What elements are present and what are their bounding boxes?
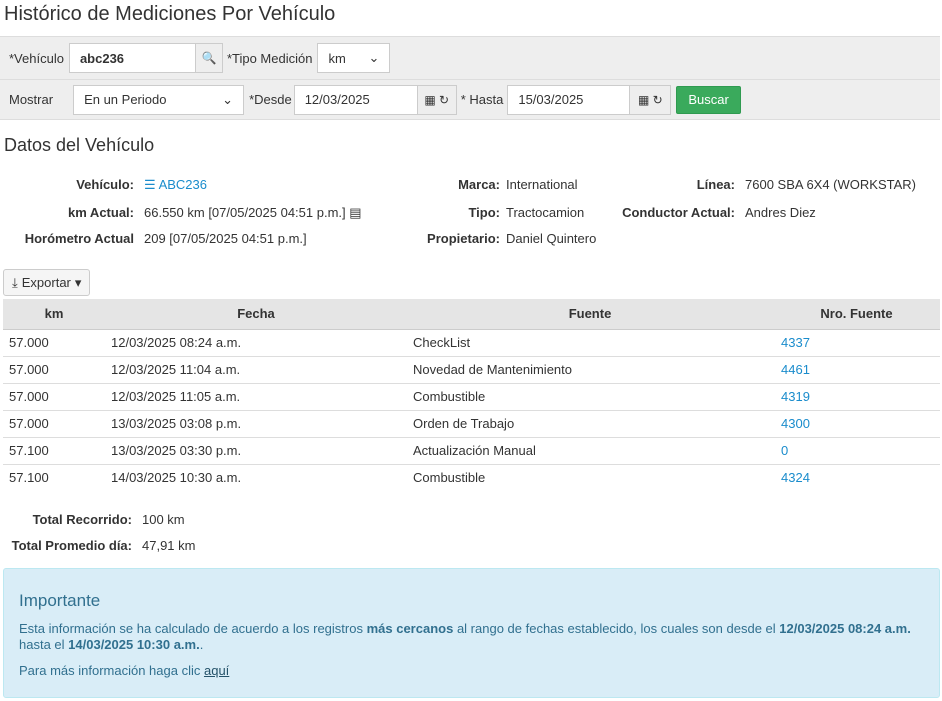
km-cell: 57.100 <box>3 437 105 465</box>
fecha-cell: 13/03/2025 03:08 p.m. <box>105 410 407 438</box>
tipo-medicion-select[interactable]: km ⌄ <box>317 43 391 73</box>
alert-title: Importante <box>19 591 101 610</box>
nro-fuente-link[interactable]: 4324 <box>781 470 810 486</box>
fecha-cell: 13/03/2025 03:30 p.m. <box>105 437 407 465</box>
desde-calendar-refresh[interactable]: ▦ ↻ <box>417 84 457 115</box>
km-cell: 57.100 <box>9 470 49 486</box>
nro-fuente-link[interactable]: 4300 <box>773 410 940 438</box>
horometro-key: Horómetro Actual <box>24 231 134 246</box>
vehiculo-key: Vehículo: <box>76 177 134 192</box>
km-cell: 57.000 <box>3 329 105 357</box>
header-nro-fuente[interactable]: Nro. Fuente <box>773 299 940 330</box>
hasta-label: * Hasta <box>460 92 504 107</box>
buscar-button[interactable]: Buscar <box>676 85 741 114</box>
filter-bar-2: Mostrar En un Periodo ⌄ *Desde 12/03/2025… <box>0 80 940 120</box>
header-km[interactable]: km <box>3 299 105 330</box>
mostrar-label: Mostrar <box>9 92 54 107</box>
fecha-cell: 12/03/2025 11:04 a.m. <box>105 356 407 384</box>
km-value: 66.550 km [07/05/2025 04:51 p.m.] <box>144 205 346 220</box>
vehiculo-link[interactable]: ☰ ABC236 <box>144 177 207 193</box>
desde-label: *Desde <box>249 92 292 107</box>
linea-key: Línea: <box>696 177 735 192</box>
vehiculo-value: ABC236 <box>158 177 207 192</box>
total-promedio-value: 47,91 km <box>142 538 196 553</box>
table-row: 57.000 12/03/2025 11:05 a.m. Combustible 43… <box>3 383 940 411</box>
measurements-table: km Fecha Fuente Nro. Fuente 57.000 12/03/… <box>3 299 940 491</box>
nro-fuente-link[interactable]: 0 <box>773 437 940 465</box>
fecha-cell: 12/03/2025 11:05 a.m. <box>105 383 407 411</box>
search-icon[interactable]: 🔍 <box>195 43 223 73</box>
table-row: 57.000 13/03/2025 03:08 p.m. Orden de Trab… <box>3 410 940 438</box>
more-info-link[interactable]: aquí <box>203 663 230 678</box>
horometro-value: 209 [07/05/2025 04:51 p.m.] <box>144 231 307 246</box>
exportar-button[interactable]: ⤓ Exportar ▾ <box>3 269 91 296</box>
total-promedio-key: Total Promedio día: <box>11 538 132 553</box>
linea-value: 7600 SBA 6X4 (WORKSTAR) <box>745 177 916 192</box>
propietario-key: Propietario: <box>427 231 500 246</box>
vehiculo-label: *Vehículo <box>9 50 64 66</box>
header-fuente[interactable]: Fuente <box>407 299 773 330</box>
fuente-cell: Actualización Manual <box>407 437 773 465</box>
tipo-medicion-value: km <box>328 50 346 66</box>
alert-more: Para más información haga clic aquí <box>19 663 230 678</box>
list-icon: ☰ <box>144 177 156 192</box>
mostrar-value: En un Periodo <box>84 92 167 107</box>
km-cell: 57.000 <box>3 410 105 438</box>
tipo-key: Tipo: <box>468 205 500 220</box>
table-icon[interactable]: ▤ <box>349 205 362 220</box>
alert-text: Esta información se ha calculado de acue… <box>19 621 911 652</box>
fuente-cell: CheckList <box>407 329 773 357</box>
propietario-value: Daniel Quintero <box>506 231 597 246</box>
fuente-cell: Combustible <box>407 383 773 411</box>
fecha-cell: 14/03/2025 10:30 a.m. <box>111 470 242 486</box>
km-key: km Actual: <box>68 205 134 220</box>
caret-down-icon: ▾ <box>74 274 82 290</box>
table-row: 57.000 12/03/2025 11:04 a.m. Novedad de Ma… <box>3 356 940 384</box>
filter-bar-1: *Vehículo abc236 🔍 *Tipo Medición km ⌄ <box>0 36 940 80</box>
desde-input[interactable]: 12/03/2025 <box>293 84 418 115</box>
refresh-icon[interactable]: ↻ <box>652 92 663 107</box>
nro-fuente-link[interactable]: 4461 <box>773 356 940 384</box>
mostrar-select[interactable]: En un Periodo ⌄ <box>73 84 245 115</box>
download-icon: ⤓ <box>12 274 18 290</box>
km-cell: 57.000 <box>3 383 105 411</box>
fuente-cell: Orden de Trabajo <box>407 410 773 438</box>
info-alert: Importante Esta información se ha calcul… <box>3 568 940 698</box>
exportar-label: Exportar <box>21 275 71 290</box>
tipo-medicion-label: *Tipo Medición <box>226 50 313 66</box>
table-row: 57.000 12/03/2025 08:24 a.m. CheckList 4337 <box>3 329 940 357</box>
page-title: Histórico de Mediciones Por Vehículo <box>4 3 336 25</box>
chevron-down-icon: ⌄ <box>222 91 234 107</box>
calendar-icon[interactable]: ▦ <box>424 92 436 107</box>
marca-key: Marca: <box>458 177 500 192</box>
table-row: 57.100 14/03/2025 10:30 a.m. Combustible 43… <box>3 464 940 491</box>
km-cell: 57.000 <box>3 356 105 384</box>
header-fecha[interactable]: Fecha <box>105 299 407 330</box>
fuente-cell: Novedad de Mantenimiento <box>407 356 773 384</box>
tipo-value: Tractocamion <box>506 205 585 220</box>
table-row: 57.100 13/03/2025 03:30 p.m. Actualización… <box>3 437 940 465</box>
hasta-calendar-refresh[interactable]: ▦ ↻ <box>630 84 672 115</box>
marca-value: International <box>506 177 578 192</box>
vehiculo-input[interactable]: abc236 <box>68 43 196 73</box>
hasta-input[interactable]: 15/03/2025 <box>507 84 631 115</box>
nro-fuente-link[interactable]: 4337 <box>773 329 940 357</box>
conductor-value: Andres Diez <box>745 205 816 220</box>
section-title: Datos del Vehículo <box>4 135 155 155</box>
refresh-icon[interactable]: ↻ <box>439 92 450 107</box>
chevron-down-icon: ⌄ <box>368 50 380 65</box>
nro-fuente-link[interactable]: 4319 <box>773 383 940 411</box>
total-recorrido-key: Total Recorrido: <box>32 512 132 527</box>
conductor-key: Conductor Actual: <box>622 205 735 220</box>
fuente-cell: Combustible <box>413 470 486 486</box>
total-recorrido-value: 100 km <box>142 512 185 527</box>
calendar-icon[interactable]: ▦ <box>637 92 650 107</box>
fecha-cell: 12/03/2025 08:24 a.m. <box>105 329 407 357</box>
